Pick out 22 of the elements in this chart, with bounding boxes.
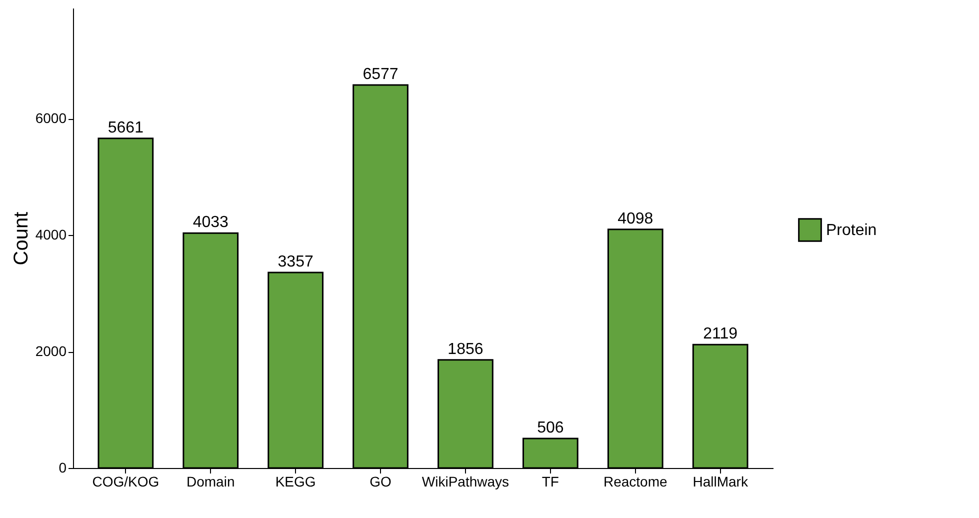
legend-label: Protein <box>826 222 877 239</box>
x-tick-label: KEGG <box>275 474 316 490</box>
x-tick-label: WikiPathways <box>422 474 510 490</box>
y-tick-label: 4000 <box>35 226 67 243</box>
x-tick-label: Reactome <box>603 474 668 490</box>
data-label: 1856 <box>448 340 484 358</box>
data-label: 4098 <box>618 210 654 228</box>
y-axis-title: Count <box>10 211 32 266</box>
x-tick-label: Domain <box>186 474 235 490</box>
data-label: 4033 <box>192 214 229 232</box>
x-tick-label: TF <box>542 474 559 490</box>
y-tick-label: 0 <box>58 460 67 476</box>
x-tick-label: HallMark <box>692 474 749 490</box>
data-label: 5661 <box>108 119 144 136</box>
data-label: 3357 <box>278 254 314 271</box>
data-label: 6577 <box>362 66 398 84</box>
data-label: 2119 <box>703 326 738 343</box>
y-tick-label: 6000 <box>35 110 67 126</box>
data-label: 506 <box>537 420 564 437</box>
y-tick-label: 2000 <box>35 343 67 360</box>
x-tick-label: GO <box>370 474 392 490</box>
x-tick-label: COG/KOG <box>92 474 160 490</box>
